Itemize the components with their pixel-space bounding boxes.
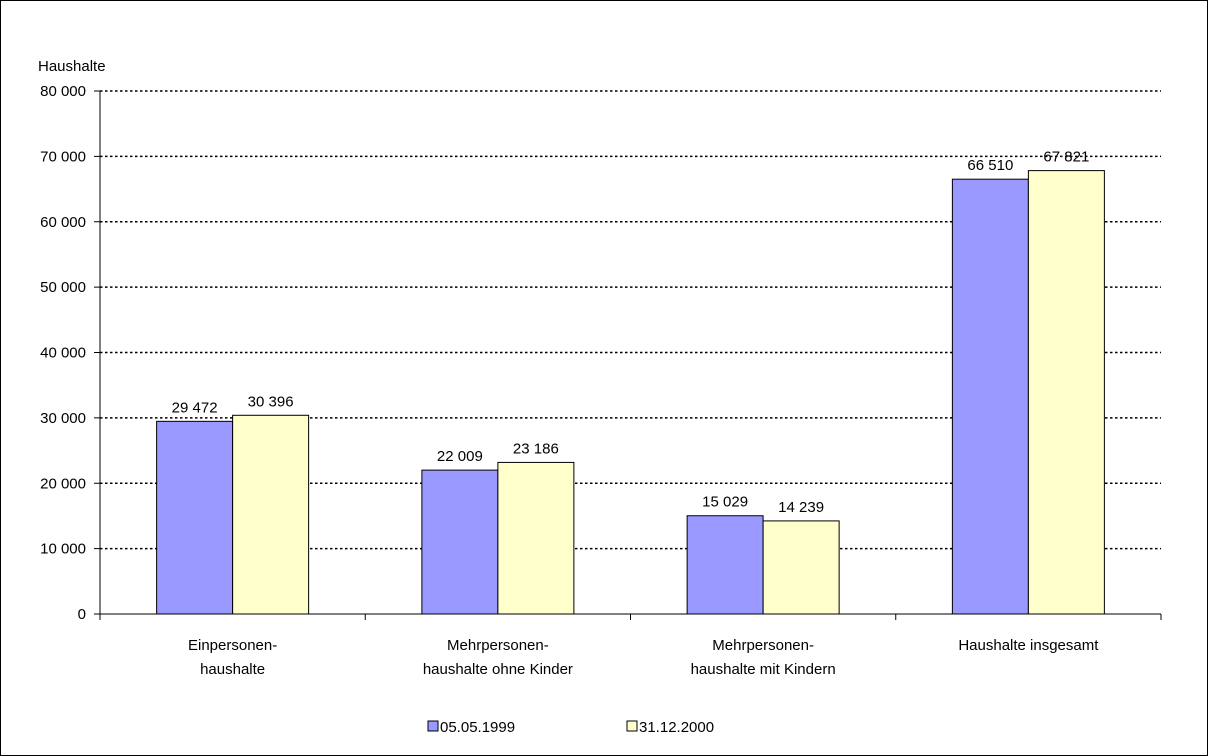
data-label: 66 510 — [967, 157, 1013, 174]
x-tick-label: Einpersonen- — [188, 637, 277, 654]
data-label: 29 472 — [172, 399, 218, 416]
y-tick-label: 70 000 — [40, 148, 86, 165]
y-tick-label: 10 000 — [40, 541, 86, 558]
bar — [497, 461, 575, 615]
x-tick-label: haushalte — [200, 661, 265, 678]
x-tick-label: haushalte ohne Kinder — [423, 661, 573, 678]
y-axis-title: Haushalte — [38, 58, 106, 75]
bar — [686, 515, 764, 615]
data-label: 23 186 — [513, 440, 559, 457]
data-label: 30 396 — [248, 393, 294, 410]
legend-label: 31.12.2000 — [639, 719, 714, 736]
bar — [762, 520, 840, 615]
bar — [421, 469, 499, 615]
y-tick-label: 20 000 — [40, 475, 86, 492]
x-tick-label: haushalte mit Kindern — [691, 661, 836, 678]
legend-swatch — [427, 720, 439, 732]
y-tick-label: 80 000 — [40, 83, 86, 100]
data-label: 14 239 — [778, 499, 824, 516]
bar — [951, 178, 1029, 615]
y-tick-label: 30 000 — [40, 410, 86, 427]
bar — [1027, 170, 1105, 615]
y-tick-label: 40 000 — [40, 345, 86, 362]
legend-label: 05.05.1999 — [440, 719, 515, 736]
data-label: 15 029 — [702, 494, 748, 511]
x-tick-label: Mehrpersonen- — [447, 637, 549, 654]
legend-swatch — [626, 720, 638, 732]
bar — [232, 414, 310, 615]
y-tick-label: 50 000 — [40, 279, 86, 296]
x-tick-label: Haushalte insgesamt — [958, 637, 1099, 654]
data-label: 67 821 — [1043, 149, 1089, 166]
x-tick-label: Mehrpersonen- — [712, 637, 814, 654]
y-tick-label: 60 000 — [40, 214, 86, 231]
bar — [156, 420, 234, 615]
data-label: 22 009 — [437, 448, 483, 465]
y-tick-label: 0 — [78, 606, 86, 623]
